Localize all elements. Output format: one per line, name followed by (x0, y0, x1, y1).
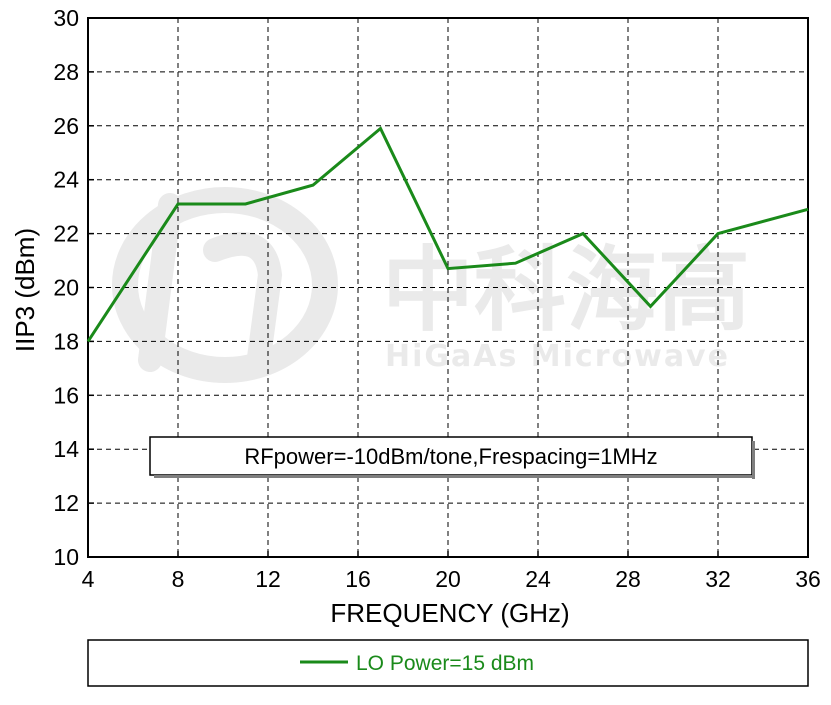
x-tick-label: 8 (172, 566, 185, 592)
x-tick-label: 36 (795, 566, 821, 592)
x-tick-label: 4 (82, 566, 95, 592)
y-tick-label: 22 (53, 221, 79, 247)
y-tick-label: 18 (53, 328, 79, 354)
watermark: 中科海高 HiGaAs Microwave (112, 187, 750, 383)
series-group (86, 126, 809, 343)
x-tick-label: 16 (345, 566, 371, 592)
y-tick-label: 10 (53, 544, 79, 570)
series-line (86, 126, 809, 343)
y-tick-labels: 10 12 14 16 18 20 22 24 26 28 30 (53, 5, 94, 570)
x-tick-labels: 4 8 12 16 20 24 28 32 36 (82, 551, 821, 592)
y-tick-label: 14 (53, 436, 79, 462)
legend: LO Power=15 dBm (87, 639, 809, 687)
x-tick-label: 32 (705, 566, 731, 592)
x-axis-title: FREQUENCY (GHz) (330, 598, 569, 628)
y-tick-label: 20 (53, 275, 79, 301)
x-tick-label: 24 (525, 566, 551, 592)
legend-label: LO Power=15 dBm (356, 652, 534, 675)
y-tick-label: 16 (53, 382, 79, 408)
x-tick-label: 20 (435, 566, 461, 592)
y-tick-label: 30 (53, 5, 79, 31)
watermark-english-text: HiGaAs Microwave (385, 339, 730, 374)
y-axis-title: IIP3 (dBm) (10, 228, 40, 352)
watermark-logo-icon (112, 187, 338, 383)
y-tick-label: 12 (53, 490, 79, 516)
y-tick-label: 28 (53, 59, 79, 85)
watermark-chinese-text: 中科海高 (382, 237, 750, 344)
x-tick-label: 12 (255, 566, 281, 592)
x-tick-label: 28 (615, 566, 641, 592)
y-tick-label: 24 (53, 167, 79, 193)
y-tick-label: 26 (53, 113, 79, 139)
annotation-text: RFpower=-10dBm/tone,Frespacing=1MHz (244, 444, 657, 469)
annotation-box: RFpower=-10dBm/tone,Frespacing=1MHz (149, 436, 755, 479)
